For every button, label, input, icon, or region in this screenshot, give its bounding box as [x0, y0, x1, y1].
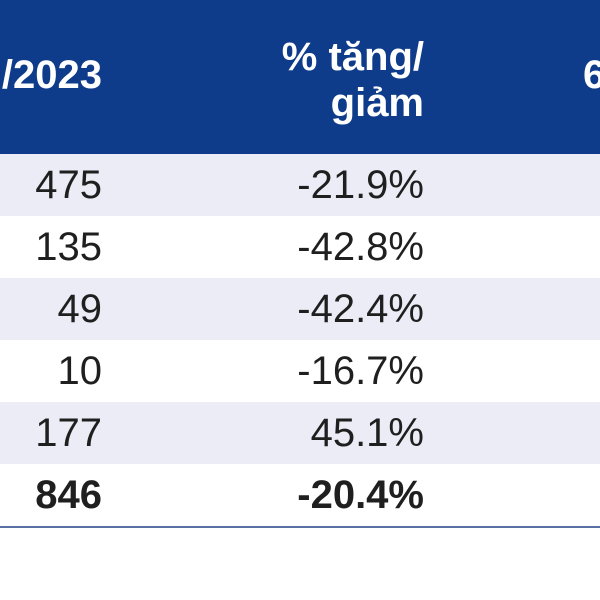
- value-cell: 475: [35, 163, 102, 207]
- table-body: 475 -21.9% 135 -42.8% 49 -42.4% 10 -16.7…: [0, 154, 600, 526]
- total-value-cell: 846: [35, 473, 102, 517]
- change-cell: 45.1%: [310, 411, 424, 455]
- table-row: 475 -21.9%: [0, 154, 600, 216]
- change-cell: -42.8%: [297, 225, 424, 269]
- table-row: 135 -42.8%: [0, 216, 600, 278]
- table-row: 177 45.1%: [0, 402, 600, 464]
- data-table: /2023 % tăng/ giảm 6 475 -21.9% 135 -42.…: [0, 0, 600, 528]
- value-cell: 135: [35, 225, 102, 269]
- header-year: /2023: [1, 53, 102, 97]
- value-cell: 10: [57, 349, 103, 393]
- table-row: 49 -42.4%: [0, 278, 600, 340]
- table-bottom-rule: [0, 526, 600, 528]
- table-row: 10 -16.7%: [0, 340, 600, 402]
- change-cell: -16.7%: [297, 349, 424, 393]
- value-cell: 177: [35, 411, 102, 455]
- table-header: /2023 % tăng/ giảm 6: [0, 0, 600, 154]
- total-change-cell: -20.4%: [297, 473, 424, 517]
- change-cell: -21.9%: [297, 163, 424, 207]
- change-cell: -42.4%: [297, 287, 424, 331]
- header-next-column: 6: [583, 53, 600, 97]
- value-cell: 49: [57, 287, 103, 331]
- total-row: 846 -20.4%: [0, 464, 600, 526]
- header-change-percent: % tăng/ giảm: [281, 35, 424, 125]
